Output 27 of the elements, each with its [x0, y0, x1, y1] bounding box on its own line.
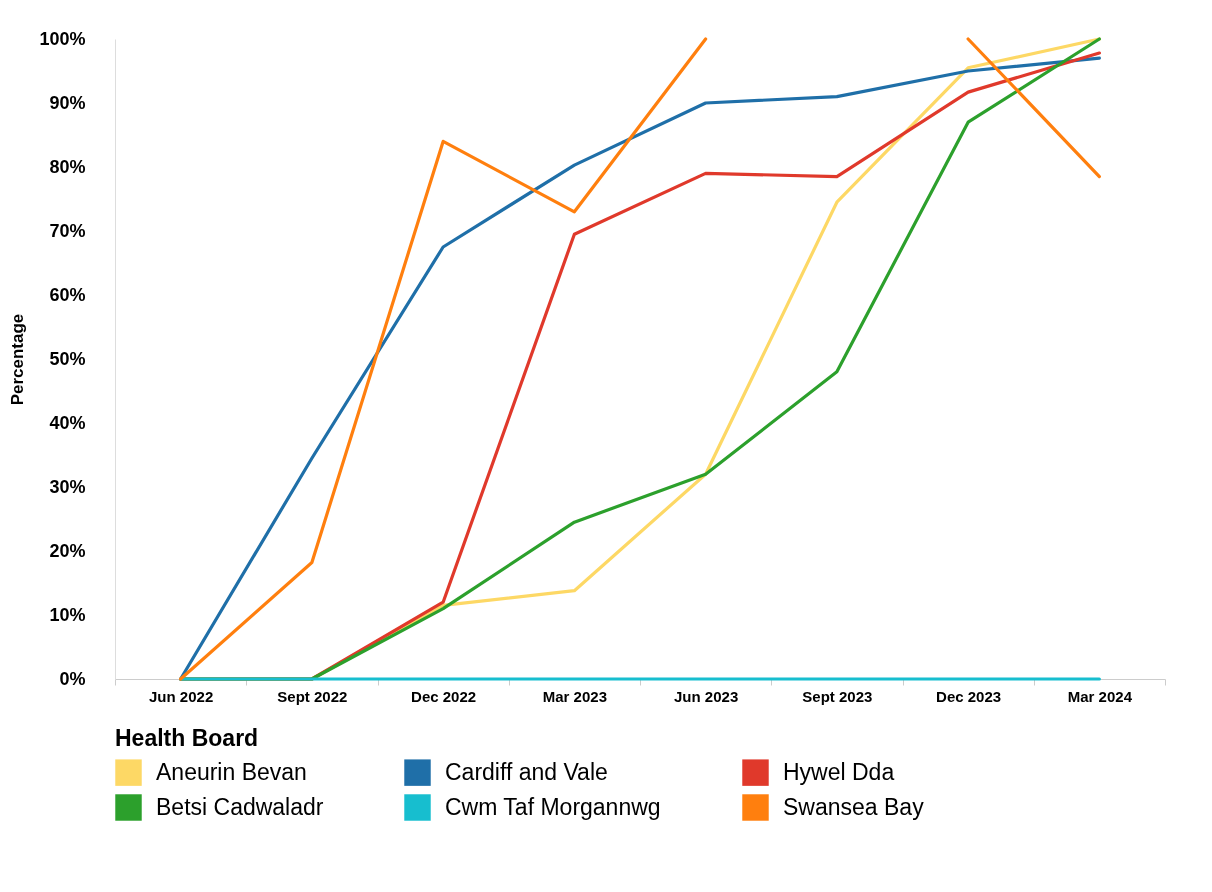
y-tick-label: 0%	[59, 668, 86, 689]
x-tick-label: Sept 2022	[277, 687, 348, 705]
y-tick-label: 10%	[49, 604, 86, 625]
legend-label: Cardiff and Vale	[445, 758, 608, 785]
y-tick-label: 60%	[49, 284, 86, 305]
legend-label: Swansea Bay	[783, 793, 925, 820]
y-tick-label: 80%	[49, 156, 86, 177]
x-tick-label: Jun 2022	[149, 687, 214, 705]
x-tick-label: Jun 2023	[674, 687, 739, 705]
y-tick-label: 100%	[39, 28, 86, 49]
x-tick-label: Sept 2023	[802, 687, 873, 705]
legend-label: Aneurin Bevan	[156, 758, 307, 785]
legend-label: Betsi Cadwaladr	[156, 793, 324, 820]
y-tick-label: 90%	[49, 92, 86, 113]
legend-label: Hywel Dda	[783, 758, 895, 785]
y-tick-label: 40%	[49, 412, 86, 433]
x-tick-label: Mar 2023	[542, 687, 607, 705]
legend-label: Cwm Taf Morgannwg	[445, 793, 661, 820]
y-axis-title: Percentage	[8, 313, 28, 406]
x-tick-label: Dec 2022	[411, 687, 477, 705]
y-tick-label: 70%	[49, 220, 86, 241]
x-tick-label: Mar 2024	[1067, 687, 1133, 705]
y-tick-label: 30%	[49, 476, 86, 497]
x-tick-label: Dec 2023	[936, 687, 1002, 705]
y-tick-label: 50%	[49, 348, 86, 369]
legend-title: Health Board	[115, 725, 259, 751]
y-tick-label: 20%	[49, 540, 86, 561]
